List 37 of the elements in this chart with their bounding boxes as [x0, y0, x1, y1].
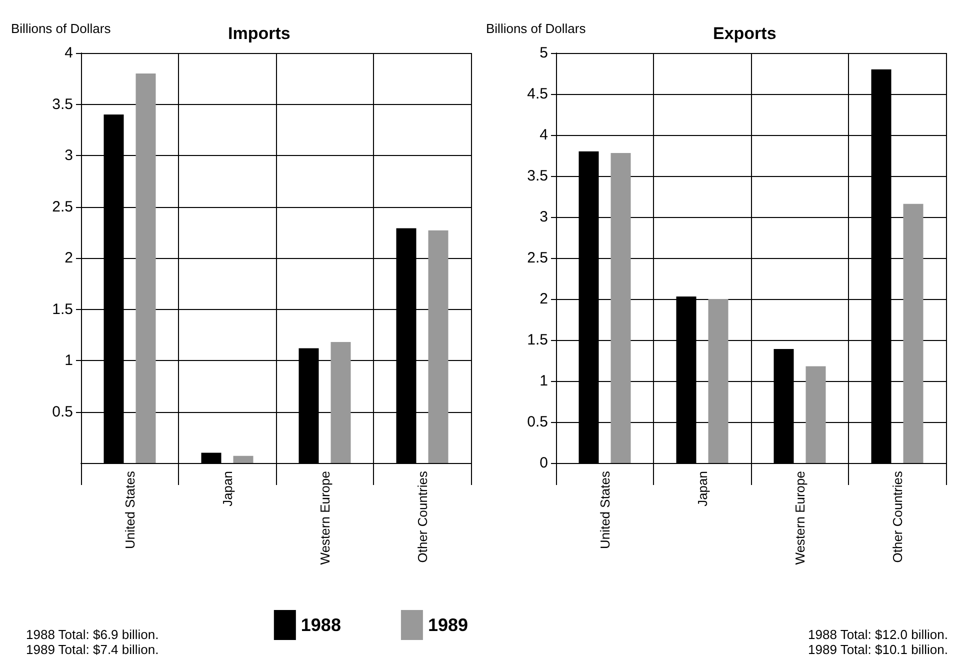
y-tick-label: 2: [540, 290, 548, 308]
legend-label: 1988: [300, 615, 341, 635]
y-tick-label: 0: [540, 454, 548, 472]
text: 1988 Total: $12.0 billion.: [808, 627, 948, 642]
y-tick-label: 3.5: [527, 168, 548, 184]
x-tick-label: United States: [597, 470, 612, 550]
y-tick-label: 3: [64, 147, 73, 164]
x-tick-label: Japan: [694, 471, 710, 506]
legend-label: 1989: [428, 615, 468, 635]
y-tick-label: 0.5: [52, 403, 73, 420]
text: 1989 Total: $10.1 billion.: [808, 642, 948, 657]
chart-title: Imports: [228, 24, 290, 43]
x-tick-label: Other Countries: [414, 470, 430, 563]
y-tick-label: 4.5: [527, 86, 548, 102]
y-tick-label: 2.5: [527, 250, 548, 266]
x-tick-label: United States: [122, 470, 138, 550]
y-axis-title: Billions of Dollars: [11, 21, 112, 36]
text: 1988 Total: $6.9 billion.: [26, 627, 159, 642]
y-tick-label: 1: [540, 372, 548, 390]
y-axis-title: Billions of Dollars: [486, 21, 586, 36]
y-tick-label: 1.5: [527, 332, 548, 348]
y-tick-label: 4: [64, 44, 73, 62]
y-tick-label: 1: [64, 352, 73, 369]
y-tick-label: 2: [64, 250, 73, 266]
x-tick-label: Japan: [220, 471, 235, 506]
y-tick-label: 3.5: [52, 96, 73, 113]
y-tick-label: 4: [540, 126, 548, 144]
x-tick-label: Western Europe: [792, 471, 808, 565]
x-tick-label: Other Countries: [890, 470, 905, 563]
y-tick-label: 0.5: [527, 414, 548, 430]
chart-title: Exports: [713, 24, 776, 43]
x-tick-label: Western Europe: [317, 471, 332, 565]
y-tick-label: 1.5: [52, 300, 73, 318]
y-tick-label: 3: [540, 208, 548, 226]
y-tick-label: 5: [540, 44, 548, 62]
text: 1989 Total: $7.4 billion.: [26, 642, 159, 657]
y-tick-label: 2.5: [52, 198, 73, 216]
